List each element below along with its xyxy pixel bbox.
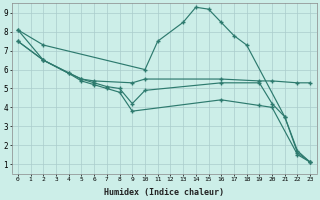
X-axis label: Humidex (Indice chaleur): Humidex (Indice chaleur): [104, 188, 224, 197]
